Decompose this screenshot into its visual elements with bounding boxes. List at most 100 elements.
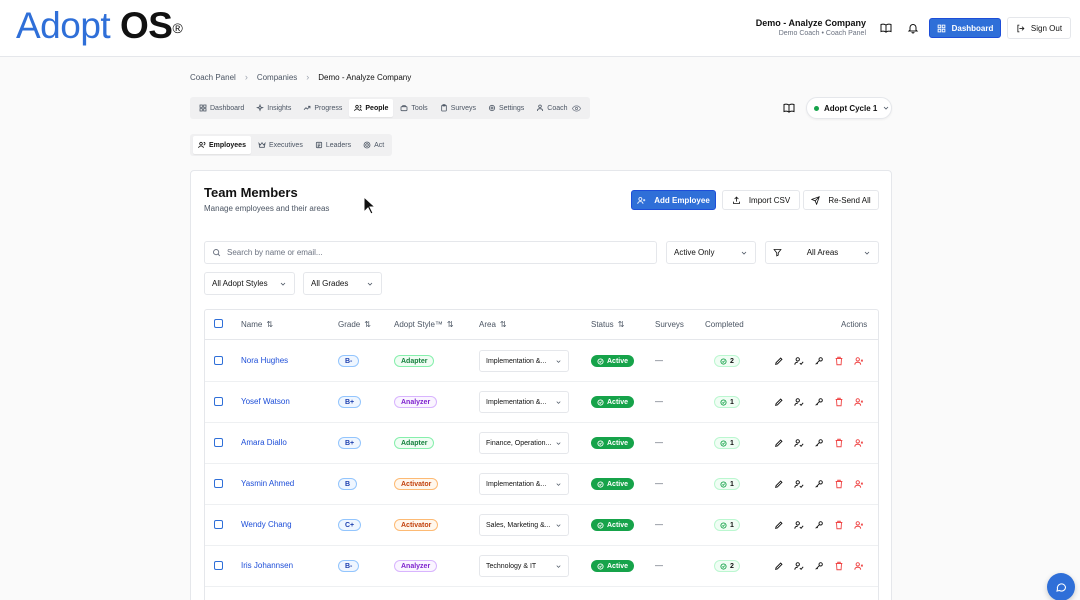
trash-icon[interactable] [834,356,844,366]
chat-button[interactable] [1047,573,1075,600]
tab-label: Insights [267,104,292,112]
row-checkbox[interactable] [214,479,223,488]
area-value: Technology & IT [486,562,537,570]
column-adopt-style[interactable]: Adopt Style™ ⇅ [394,320,454,329]
eye-icon[interactable] [571,104,581,113]
check-circle-icon [720,439,727,447]
area-select[interactable]: Sales, Marketing &... [479,514,569,536]
areas-filter-select[interactable]: All Areas [765,241,879,264]
key-icon[interactable] [814,520,824,530]
tab-tools[interactable]: Tools [395,99,432,117]
select-all-checkbox[interactable] [214,319,223,328]
remove-user-icon[interactable] [854,561,864,571]
row-checkbox[interactable] [214,397,223,406]
assign-user-icon[interactable] [794,520,804,530]
adopt-cycle-selector[interactable]: Adopt Cycle 1 [806,97,892,119]
status-badge: Active [591,519,635,531]
area-select[interactable]: Implementation &... [479,473,569,495]
status-text: Active [607,521,629,529]
dashboard-button[interactable]: Dashboard [929,18,1001,38]
import-csv-button[interactable]: Import CSV [722,190,800,210]
key-icon[interactable] [814,397,824,407]
trash-icon[interactable] [834,561,844,571]
employee-name-link[interactable]: Yasmin Ahmed [241,479,295,488]
assign-user-icon[interactable] [794,561,804,571]
area-select[interactable]: Technology & IT [479,555,569,577]
logo-adopt: Adopt [16,5,111,46]
key-icon[interactable] [814,561,824,571]
area-select[interactable]: Implementation &... [479,391,569,413]
area-select[interactable]: Finance, Operation... [479,432,569,454]
edit-icon[interactable] [774,397,784,407]
tab-coach[interactable]: Coach [531,99,585,117]
grid-icon [937,24,945,32]
remove-user-icon[interactable] [854,356,864,366]
search-input[interactable] [227,248,627,257]
completed-badge: 1 [714,437,740,449]
logo[interactable]: Adopt OS® [16,5,183,46]
mouse-cursor-icon [363,196,375,216]
row-checkbox[interactable] [214,356,223,365]
resend-all-button[interactable]: Re-Send All [803,190,879,210]
add-employee-label: Add Employee [654,195,710,205]
tab-people[interactable]: People [349,99,394,117]
edit-icon[interactable] [774,356,784,366]
book-icon[interactable] [783,102,796,115]
column-grade[interactable]: Grade ⇅ [338,320,371,329]
gear-icon [488,104,496,112]
row-checkbox[interactable] [214,561,223,570]
area-select[interactable]: Implementation &... [479,350,569,372]
employee-name-link[interactable]: Nora Hughes [241,356,289,365]
key-icon[interactable] [814,438,824,448]
subtab-executives[interactable]: Executives [253,136,308,154]
employee-name-link[interactable]: Iris Johannsen [241,561,294,570]
employee-name-link[interactable]: Wendy Chang [241,520,292,529]
column-name[interactable]: Name ⇅ [241,320,273,329]
grade-filter-select[interactable]: All Grades [303,272,382,295]
remove-user-icon[interactable] [854,438,864,448]
assign-user-icon[interactable] [794,397,804,407]
row-checkbox[interactable] [214,438,223,447]
tab-progress[interactable]: Progress [298,99,347,117]
column-area[interactable]: Area ⇅ [479,320,507,329]
assign-user-icon[interactable] [794,479,804,489]
adopt-style-filter-select[interactable]: All Adopt Styles [204,272,295,295]
remove-user-icon[interactable] [854,397,864,407]
subtab-act[interactable]: Act [358,136,389,154]
subtab-leaders[interactable]: Leaders [310,136,356,154]
bell-icon[interactable] [907,22,921,36]
key-icon[interactable] [814,356,824,366]
edit-icon[interactable] [774,479,784,489]
status-filter-select[interactable]: Active Only [666,241,756,264]
row-checkbox[interactable] [214,520,223,529]
assign-user-icon[interactable] [794,438,804,448]
column-status[interactable]: Status ⇅ [591,320,624,329]
trash-icon[interactable] [834,520,844,530]
breadcrumb-companies[interactable]: Companies [256,72,298,82]
tab-surveys[interactable]: Surveys [435,99,481,117]
assign-user-icon[interactable] [794,356,804,366]
tab-dashboard[interactable]: Dashboard [194,99,249,117]
row-actions [774,356,864,366]
trash-icon[interactable] [834,397,844,407]
tab-insights[interactable]: Insights [251,99,296,117]
edit-icon[interactable] [774,561,784,571]
key-icon[interactable] [814,479,824,489]
area-value: Implementation &... [486,398,547,406]
status-badge: Active [591,396,635,408]
employee-name-link[interactable]: Amara Diallo [241,438,287,447]
trash-icon[interactable] [834,438,844,448]
remove-user-icon[interactable] [854,520,864,530]
sign-out-button[interactable]: Sign Out [1007,17,1071,39]
remove-user-icon[interactable] [854,479,864,489]
edit-icon[interactable] [774,520,784,530]
tab-settings[interactable]: Settings [483,99,529,117]
book-icon[interactable] [880,22,894,36]
subtab-employees[interactable]: Employees [193,136,251,154]
trash-icon[interactable] [834,479,844,489]
grade-badge: B+ [338,437,362,449]
add-employee-button[interactable]: Add Employee [631,190,716,210]
breadcrumb-coach-panel[interactable]: Coach Panel [190,72,236,82]
employee-name-link[interactable]: Yosef Watson [241,397,290,406]
edit-icon[interactable] [774,438,784,448]
